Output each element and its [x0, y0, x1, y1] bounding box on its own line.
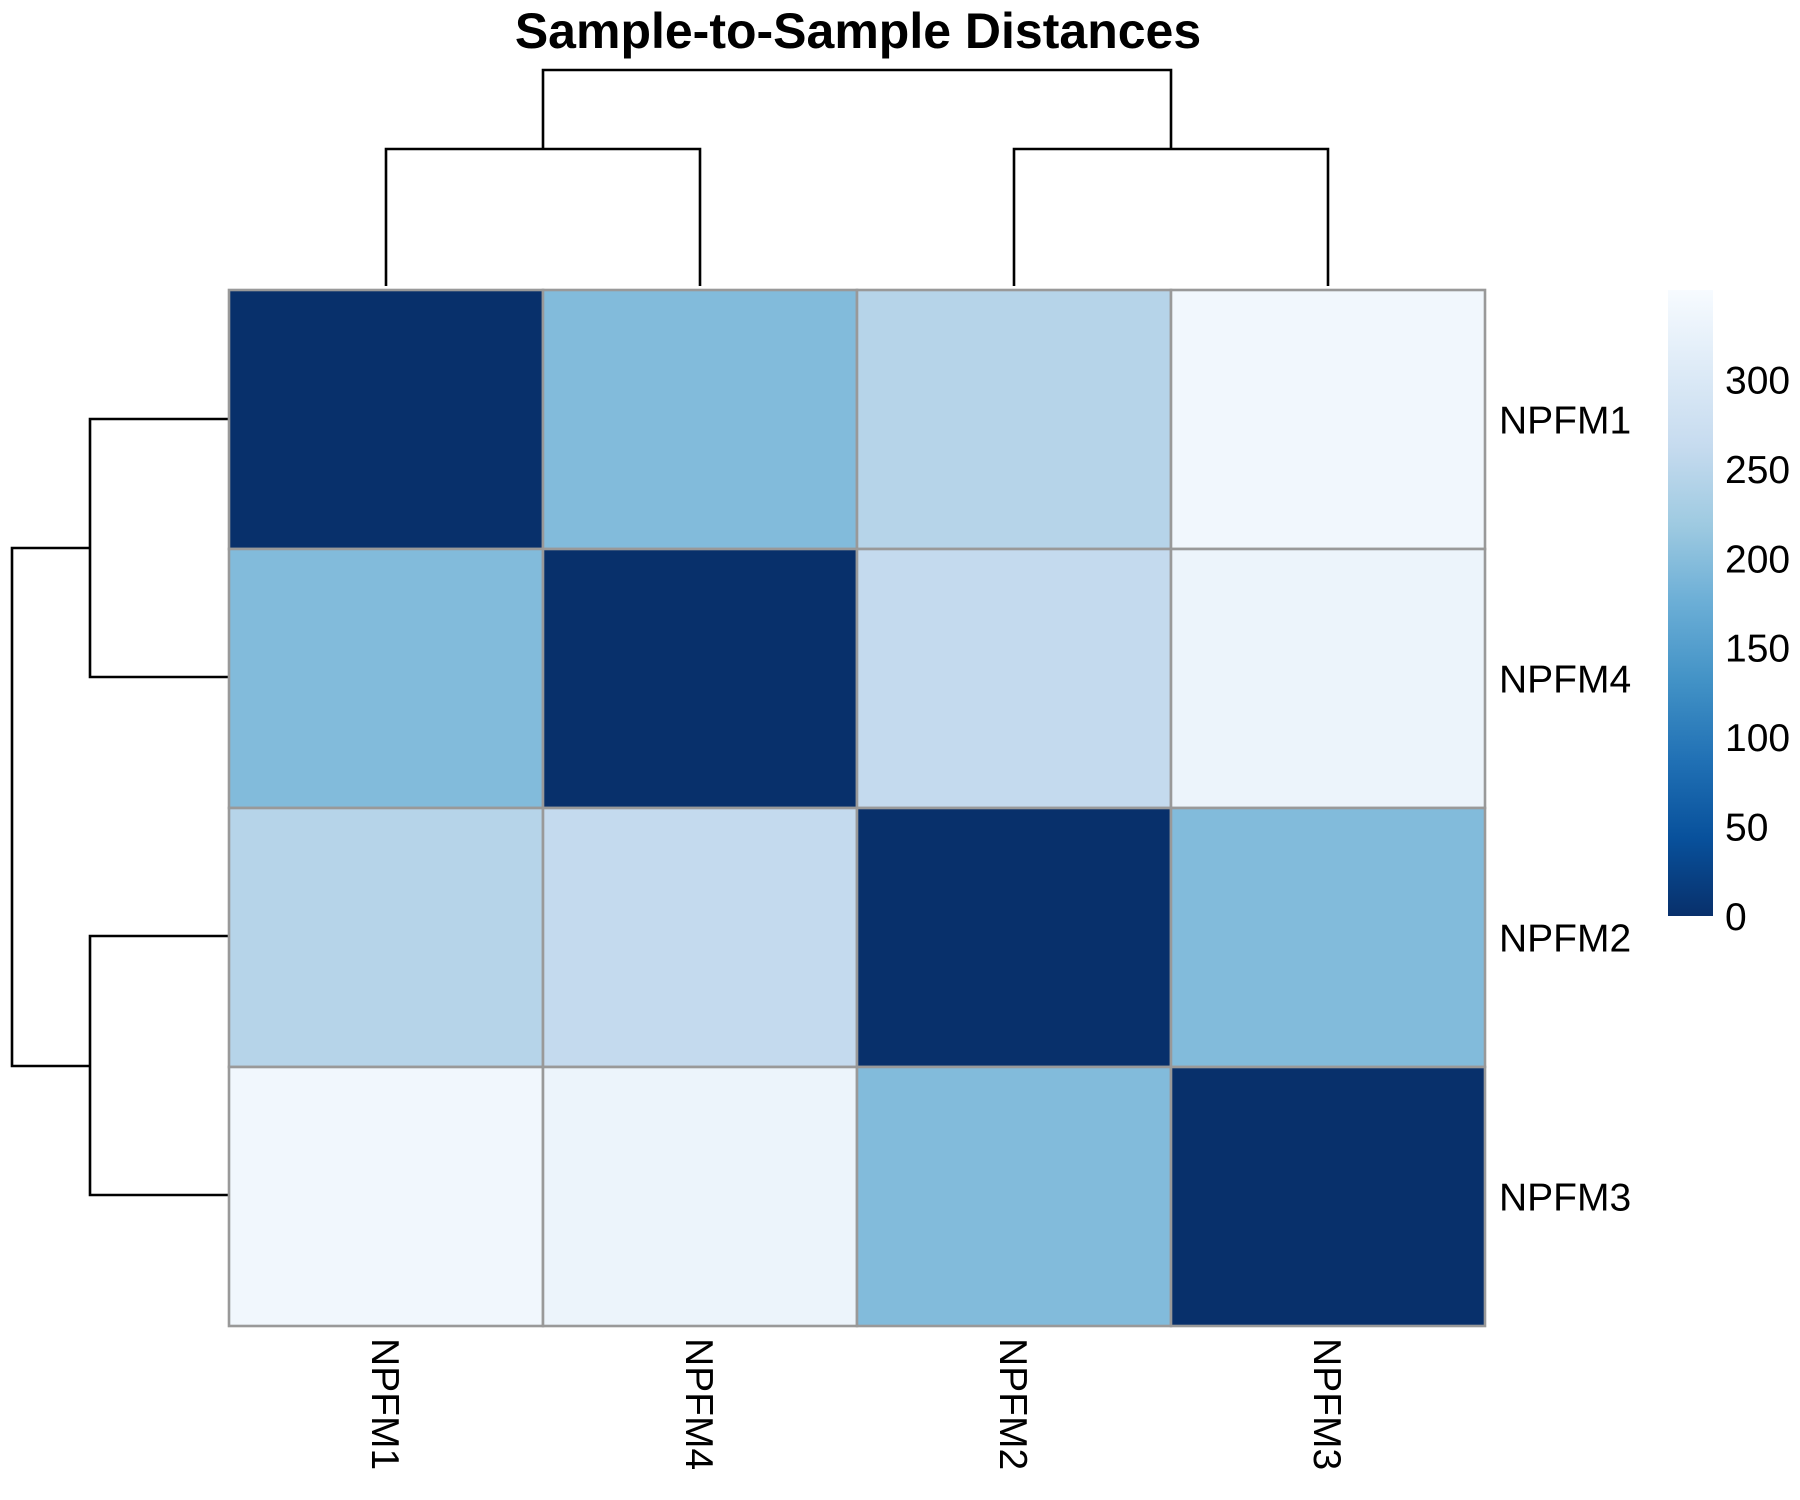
heatmap-cell — [227, 547, 545, 810]
colorbar-ticks: 0 50 100 150 200 250 300 — [1725, 359, 1790, 939]
colorbar-tick-label: 50 — [1725, 807, 1768, 850]
row-label: NPFM1 — [1499, 400, 1631, 443]
column-label: NPFM3 — [1305, 1338, 1348, 1470]
row-dendro-bottom-branch — [88, 934, 229, 1197]
col-dendro-left-branch — [384, 147, 702, 286]
row-dendro-root — [10, 546, 90, 1068]
col-dendro-right-branch — [1012, 147, 1330, 286]
heatmap-cell — [855, 288, 1173, 551]
heatmap-cell — [855, 806, 1173, 1069]
heatmap-cell — [541, 288, 859, 551]
row-label: NPFM3 — [1499, 1177, 1631, 1220]
heatmap-cell — [541, 1065, 859, 1328]
colorbar-tick-label: 150 — [1725, 628, 1790, 671]
row-dendrogram — [10, 417, 229, 1197]
column-label: NPFM2 — [991, 1338, 1034, 1470]
row-label: NPFM2 — [1499, 918, 1631, 961]
heatmap-cell — [227, 806, 545, 1069]
col-dendro-root — [541, 68, 1173, 149]
colorbar — [1668, 290, 1713, 916]
row-labels: NPFM1 NPFM4 NPFM2 NPFM3 — [1499, 400, 1631, 1220]
colorbar-tick-label: 100 — [1725, 717, 1790, 760]
heatmap-cell — [227, 1065, 545, 1328]
heatmap-cell — [541, 806, 859, 1069]
heatmap-cell — [1169, 806, 1487, 1069]
column-label: NPFM4 — [677, 1338, 720, 1470]
heatmap-cells — [227, 288, 1487, 1328]
column-label: NPFM1 — [363, 1338, 406, 1470]
colorbar-tick-label: 300 — [1725, 359, 1790, 402]
row-dendro-top-branch — [88, 417, 229, 679]
column-labels: NPFM1 NPFM4 NPFM2 NPFM3 — [363, 1338, 1348, 1470]
heatmap-cell — [1169, 547, 1487, 810]
heatmap-cell — [1169, 1065, 1487, 1328]
chart-title: Sample-to-Sample Distances — [515, 3, 1201, 59]
colorbar-tick-label: 200 — [1725, 538, 1790, 581]
heatmap-cell — [1169, 288, 1487, 551]
heatmap-cell — [227, 288, 545, 551]
heatmap-cell — [855, 547, 1173, 810]
colorbar-tick-label: 0 — [1725, 896, 1747, 939]
color-legend: 0 50 100 150 200 250 300 — [1668, 290, 1790, 939]
heatmap-cell — [541, 547, 859, 810]
colorbar-tick-label: 250 — [1725, 449, 1790, 492]
row-label: NPFM4 — [1499, 659, 1631, 702]
heatmap-cell — [855, 1065, 1173, 1328]
column-dendrogram — [384, 68, 1330, 286]
